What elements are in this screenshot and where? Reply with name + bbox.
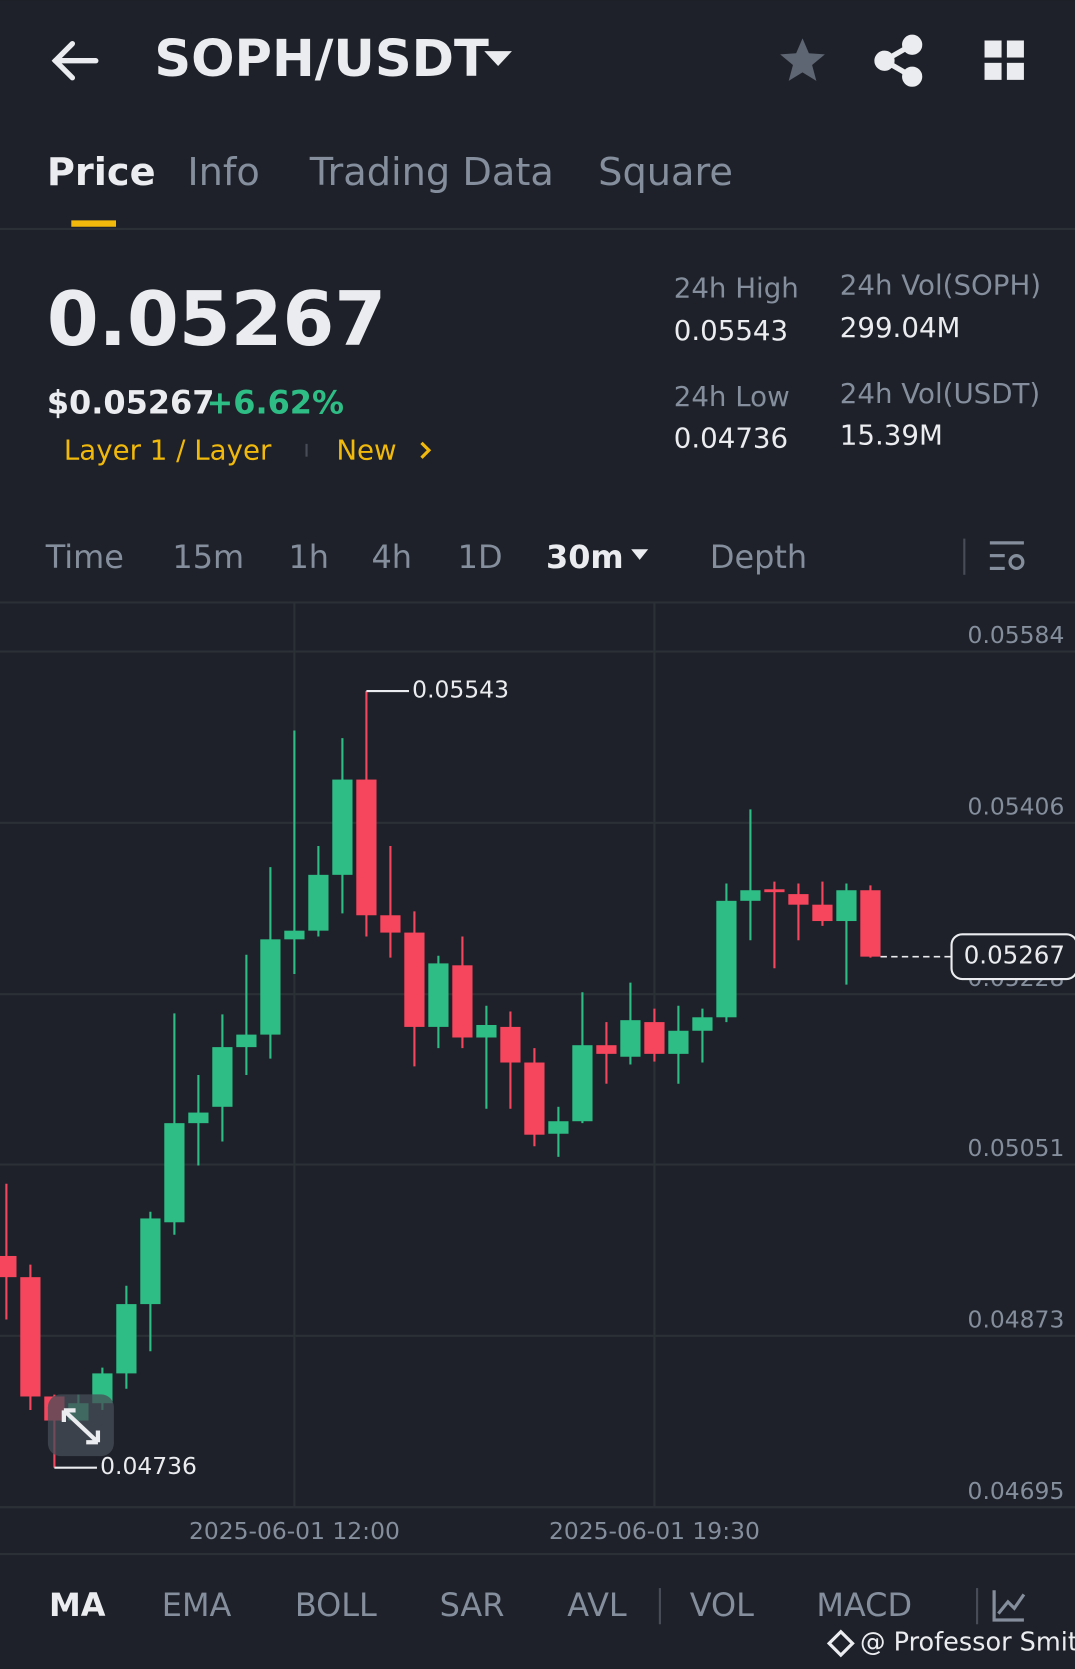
interval-dropdown[interactable] — [631, 549, 649, 560]
candle-body — [308, 874, 329, 931]
indicator[interactable]: BOLL — [295, 1586, 377, 1624]
stat-label: 24h Vol(SOPH) — [840, 268, 1041, 301]
candle-body — [692, 1017, 713, 1031]
interval[interactable]: 4h — [371, 538, 412, 576]
watermark-logo — [826, 1629, 855, 1658]
candle-body — [212, 1047, 233, 1107]
candle-body — [644, 1022, 665, 1054]
candle-body — [812, 904, 833, 922]
stat-value: 0.04736 — [674, 422, 788, 455]
candle-body — [428, 963, 449, 1027]
y-tick-label: 0.04695 — [968, 1477, 1065, 1505]
watermark: @ Professor Smith — [860, 1627, 1075, 1657]
stat-value: 299.04M — [840, 311, 961, 344]
x-tick-label: 2025-06-01 19:30 — [549, 1517, 760, 1545]
candle-body — [164, 1123, 185, 1223]
interval-active[interactable]: 30m — [546, 538, 624, 576]
stat-label: 24h Vol(USDT) — [840, 377, 1040, 410]
candle-body — [20, 1277, 41, 1397]
candle-body — [332, 779, 353, 875]
pair-dropdown[interactable] — [484, 51, 512, 67]
favorite-star[interactable] — [780, 38, 825, 81]
y-tick-label: 0.05051 — [968, 1134, 1065, 1162]
back-button[interactable] — [51, 41, 99, 81]
chevron — [420, 441, 432, 459]
pair-title[interactable]: SOPH/USDT — [154, 30, 489, 89]
indicator[interactable]: MACD — [816, 1586, 912, 1624]
candle-body — [596, 1045, 617, 1054]
candle-body — [788, 894, 809, 905]
candle-body — [836, 890, 857, 922]
indicator[interactable]: SAR — [440, 1586, 505, 1624]
candle-body — [476, 1024, 497, 1038]
indicator-icon — [997, 1593, 1026, 1615]
interval[interactable]: Depth — [710, 538, 807, 576]
tab[interactable]: Trading Data — [309, 150, 554, 195]
share-button[interactable] — [874, 34, 923, 87]
candle-body — [740, 890, 761, 901]
stat-value: 15.39M — [840, 418, 943, 451]
price-change: +6.62% — [206, 384, 344, 422]
usd-price: $0.05267 — [47, 384, 215, 422]
indicator[interactable]: AVL — [567, 1586, 627, 1624]
indicator[interactable]: EMA — [162, 1586, 232, 1624]
interval[interactable]: 15m — [172, 538, 244, 576]
y-tick-label: 0.05584 — [968, 621, 1065, 649]
candle-body — [380, 915, 401, 933]
max-label: 0.05543 — [412, 676, 509, 704]
last-price: 0.05267 — [47, 276, 386, 363]
candle-body — [764, 889, 785, 893]
x-tick-label: 2025-06-01 12:00 — [189, 1517, 400, 1545]
interval[interactable]: 1h — [288, 538, 329, 576]
candle-body — [116, 1304, 137, 1374]
stat-value: 0.05543 — [674, 314, 788, 347]
candlestick-chart: 0.055840.054060.052280.050510.048730.046… — [0, 602, 1075, 1545]
candle-body — [452, 965, 473, 1038]
candle-body — [188, 1112, 209, 1124]
interval[interactable]: Time — [45, 538, 124, 576]
candle-body — [524, 1062, 545, 1135]
candle-body — [0, 1255, 17, 1278]
stat-label: 24h High — [674, 272, 799, 305]
category-tag[interactable]: Layer 1 / Layer — [64, 433, 272, 466]
candle-body — [236, 1034, 257, 1048]
candle-body — [260, 939, 281, 1035]
chart-settings[interactable] — [989, 541, 1025, 571]
last-price-tag — [950, 933, 1075, 981]
candle-body — [548, 1121, 569, 1134]
candle-body — [284, 930, 305, 940]
expand-icon — [61, 1408, 101, 1445]
candle-body — [668, 1030, 689, 1054]
tab-indicator — [71, 220, 117, 227]
candle-body — [860, 890, 881, 957]
candle-body — [572, 1045, 593, 1122]
indicator[interactable]: VOL — [690, 1586, 754, 1624]
menu-grid[interactable] — [984, 40, 1024, 80]
candle-body — [500, 1026, 521, 1063]
stat-label: 24h Low — [674, 380, 790, 413]
candle-body — [716, 900, 737, 1018]
candle-body — [620, 1020, 641, 1057]
interval[interactable]: 1D — [458, 538, 503, 576]
candle-body — [404, 932, 425, 1027]
tab[interactable]: Info — [187, 150, 259, 195]
tab[interactable]: Price — [47, 150, 156, 195]
candle-body — [140, 1218, 161, 1305]
y-tick-label: 0.04873 — [968, 1305, 1065, 1333]
indicator-settings[interactable] — [992, 1590, 1024, 1622]
tab[interactable]: Square — [598, 150, 733, 195]
candle-body — [356, 779, 377, 916]
min-label: 0.04736 — [100, 1452, 197, 1480]
indicator-active[interactable]: MA — [49, 1586, 106, 1624]
y-tick-label: 0.05406 — [968, 792, 1065, 820]
last-price-label: 0.05267 — [964, 941, 1065, 970]
new-tag[interactable]: New — [336, 433, 396, 466]
